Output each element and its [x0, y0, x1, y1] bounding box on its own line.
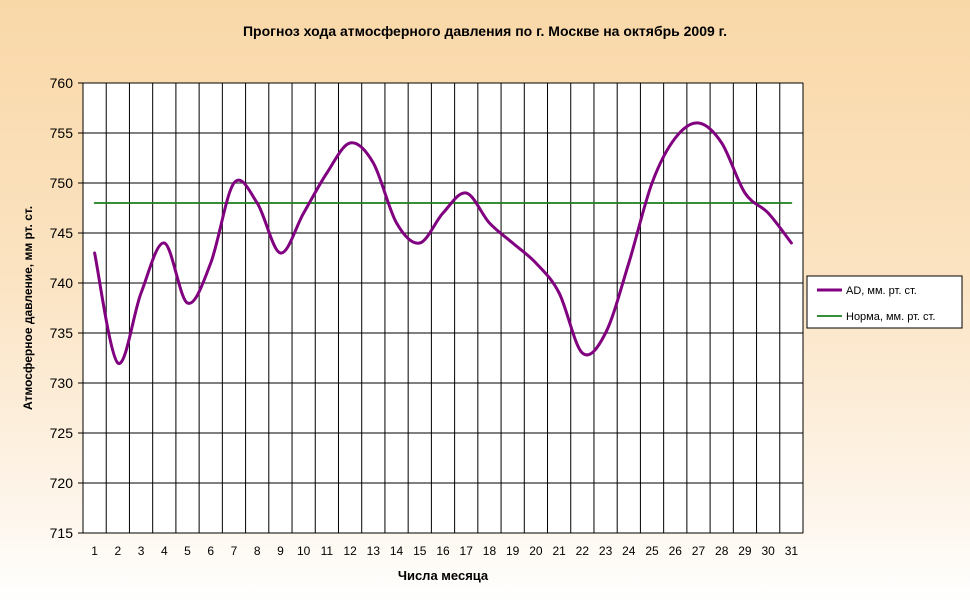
x-tick-label: 22	[576, 544, 590, 558]
y-tick-label: 725	[50, 425, 74, 441]
x-tick-label: 17	[460, 544, 474, 558]
x-tick-label: 5	[184, 544, 191, 558]
x-tick-label: 19	[506, 544, 520, 558]
x-tick-label: 31	[785, 544, 799, 558]
x-tick-label: 15	[413, 544, 427, 558]
x-tick-label: 30	[761, 544, 775, 558]
series-lines	[93, 121, 793, 365]
chart-title: Прогноз хода атмосферного давления по г.…	[243, 23, 727, 39]
plot-area	[82, 82, 804, 534]
x-tick-label: 10	[297, 544, 311, 558]
x-tick-label: 24	[622, 544, 636, 558]
x-tick-label: 12	[343, 544, 357, 558]
y-tick-label: 735	[50, 325, 74, 341]
x-tick-label: 29	[738, 544, 752, 558]
y-axis-label: Атмосферное давление, мм рт. ст.	[21, 206, 35, 410]
y-tick-label: 760	[50, 75, 74, 91]
x-tick-label: 13	[367, 544, 381, 558]
legend-label: Норма, мм. рт. ст.	[846, 311, 935, 323]
y-tick-label: 720	[50, 475, 74, 491]
x-tick-label: 6	[207, 544, 214, 558]
x-tick-label: 20	[529, 544, 543, 558]
x-tick-label: 3	[138, 544, 145, 558]
series-line-ad	[93, 121, 793, 365]
x-tick-label: 9	[277, 544, 284, 558]
x-tick-label: 23	[599, 544, 613, 558]
legend-box	[806, 275, 963, 329]
x-tick-label: 25	[645, 544, 659, 558]
legend-label: AD, мм. рт. ст.	[846, 285, 917, 297]
y-tick-label: 740	[50, 275, 74, 291]
x-tick-label: 11	[321, 544, 334, 558]
x-tick-label: 2	[114, 544, 121, 558]
legend: AD, мм. рт. ст. Норма, мм. рт. ст.	[806, 275, 963, 329]
x-tick-label: 27	[692, 544, 706, 558]
y-tick-label: 750	[50, 175, 74, 191]
x-tick-label: 28	[715, 544, 729, 558]
x-tick-label: 18	[483, 544, 497, 558]
y-tick-label: 745	[50, 225, 74, 241]
x-axis-ticks: 1 2 3 4 5 6 7 8 9 10 11 12 13 14 15 16 17 18 19 20 21 22 23 24 2…	[91, 544, 798, 558]
y-tick-label: 755	[50, 125, 74, 141]
y-axis-ticks: 715 720 725 730 735 740 745 750 755 760	[50, 75, 83, 541]
x-tick-label: 21	[552, 544, 566, 558]
y-tick-label: 730	[50, 375, 74, 391]
x-tick-label: 8	[254, 544, 261, 558]
x-tick-label: 14	[390, 544, 404, 558]
x-tick-label: 26	[669, 544, 683, 558]
x-tick-label: 7	[231, 544, 238, 558]
x-tick-label: 1	[91, 544, 98, 558]
x-tick-label: 16	[436, 544, 450, 558]
y-tick-label: 715	[50, 525, 74, 541]
x-tick-label: 4	[161, 544, 168, 558]
x-axis-label: Числа месяца	[398, 568, 489, 583]
